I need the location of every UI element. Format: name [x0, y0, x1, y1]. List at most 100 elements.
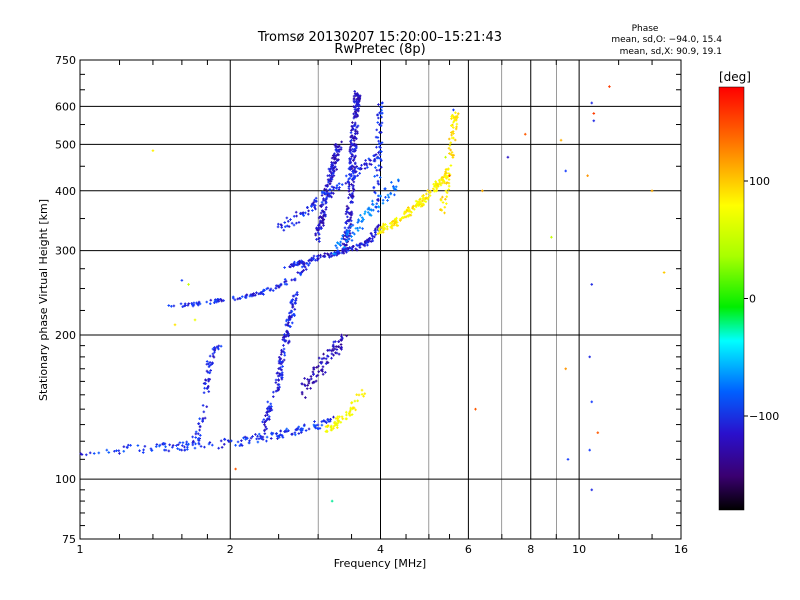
- axes: 1 2 4 6 8 10 16 75 100 200 300 400 500 600 750: [55, 54, 688, 556]
- data-point: [219, 344, 223, 348]
- data-point: [88, 451, 92, 455]
- data-point: [363, 244, 367, 248]
- data-point: [380, 121, 384, 125]
- data-point: [177, 443, 180, 446]
- data-point: [426, 197, 430, 201]
- data-point: [203, 386, 206, 390]
- data-point: [306, 384, 309, 387]
- data-point: [421, 199, 424, 203]
- data-point: [291, 321, 294, 325]
- data-point: [331, 253, 335, 257]
- data-point: [324, 197, 328, 201]
- data-point: [311, 381, 315, 385]
- data-point: [366, 166, 369, 169]
- data-point: [330, 185, 334, 189]
- data-point: [588, 448, 591, 452]
- data-point: [295, 291, 299, 294]
- data-point: [274, 378, 278, 382]
- data-point: [317, 257, 320, 260]
- data-point: [321, 190, 324, 194]
- data-point: [258, 292, 262, 295]
- data-point: [207, 365, 211, 369]
- data-point: [592, 119, 596, 123]
- data-point: [321, 203, 325, 206]
- data-point: [283, 430, 286, 433]
- data-point: [336, 426, 339, 429]
- chart-title: Tromsø 20130207 15:20:00–15:21:43: [257, 30, 502, 45]
- data-point: [354, 175, 357, 178]
- data-point: [213, 299, 217, 303]
- data-point: [351, 128, 355, 131]
- data-point: [407, 209, 411, 213]
- data-point: [349, 216, 353, 220]
- data-point: [209, 369, 213, 372]
- data-point: [366, 243, 369, 247]
- data-point: [354, 247, 358, 251]
- data-point: [294, 302, 297, 305]
- data-point: [366, 207, 370, 211]
- data-point: [307, 212, 310, 216]
- data-point: [333, 420, 337, 424]
- data-point: [324, 371, 327, 374]
- data-point: [283, 221, 287, 224]
- data-point: [302, 269, 305, 272]
- data-point: [280, 371, 284, 374]
- data-point: [202, 410, 206, 414]
- data-point: [269, 407, 273, 410]
- data-point: [266, 413, 269, 417]
- data-point: [259, 436, 263, 440]
- data-point: [168, 443, 171, 447]
- data-point: [198, 417, 201, 421]
- data-point: [329, 252, 333, 256]
- data-point: [274, 432, 278, 436]
- data-point: [185, 440, 189, 444]
- data-point: [315, 374, 318, 378]
- colorbar-label: [deg]: [719, 70, 751, 84]
- data-point: [335, 422, 338, 425]
- data-point: [352, 99, 356, 103]
- data-point: [360, 242, 364, 246]
- data-point: [397, 179, 400, 183]
- data-point: [339, 343, 343, 346]
- data-point: [451, 156, 455, 159]
- data-point: [242, 436, 245, 440]
- data-point: [206, 384, 210, 388]
- data-point: [308, 378, 311, 382]
- data-point: [353, 162, 357, 166]
- data-point: [452, 153, 455, 157]
- data-point: [279, 353, 283, 356]
- data-point: [283, 282, 287, 286]
- data-point: [427, 191, 431, 194]
- data-point: [319, 221, 323, 224]
- data-point: [191, 304, 195, 308]
- data-point: [347, 226, 350, 230]
- data-point: [198, 428, 201, 432]
- data-point: [450, 133, 453, 137]
- data-point: [452, 136, 455, 140]
- data-point: [506, 155, 510, 159]
- data-point: [322, 419, 326, 423]
- data-point: [320, 200, 324, 204]
- data-point: [213, 350, 216, 354]
- data-point: [348, 148, 352, 151]
- data-point: [590, 101, 594, 105]
- data-point: [217, 298, 220, 302]
- data-point: [292, 278, 296, 281]
- data-point: [356, 174, 359, 177]
- data-point: [207, 390, 211, 393]
- data-point: [306, 378, 309, 381]
- data-point: [349, 406, 352, 410]
- data-point: [294, 428, 298, 432]
- colorbar-tick-label: −100: [749, 410, 779, 423]
- data-point: [332, 171, 335, 175]
- data-point: [118, 452, 121, 455]
- data-point: [344, 231, 347, 235]
- data-point: [129, 444, 132, 447]
- x-tick-label: 6: [465, 543, 472, 556]
- data-point: [377, 103, 380, 106]
- data-point: [243, 435, 247, 439]
- data-point: [335, 348, 339, 351]
- data-point: [375, 168, 379, 172]
- data-point: [205, 362, 209, 366]
- data-point: [311, 370, 315, 374]
